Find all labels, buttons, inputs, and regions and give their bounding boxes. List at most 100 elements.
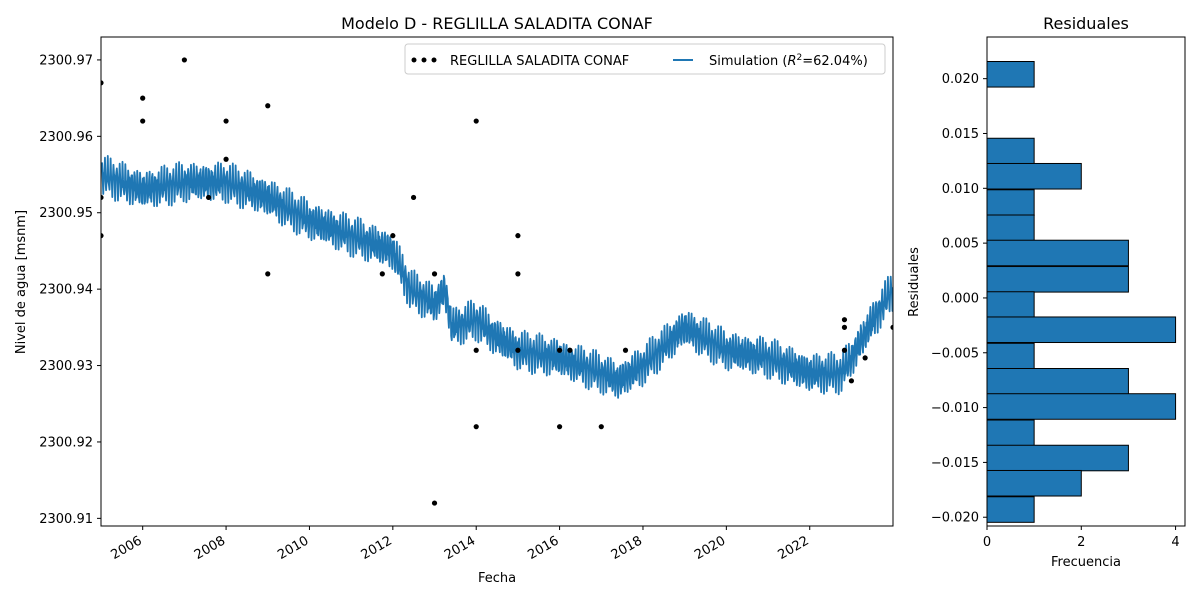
main-x-tick-label: 2008 [192,533,228,563]
main-x-tick-label: 2018 [609,533,645,563]
observed-point [101,194,104,201]
residual-bar [986,239,1129,267]
main-y-axis: 2300.91 2300.92 2300.93 2300.94 2300.95 2300.… [39,53,101,527]
main-x-axis: 2006 2008 2010 2012 2014 2016 2018 2020 2022 [109,526,812,563]
main-y-tick-label: 2300.92 [39,435,93,450]
residual-bar [986,419,1035,447]
residuals-chart: Residuales 0.020 0.015 0.010 0.005 0.000 −0.0… [907,14,1186,570]
observed-point [841,324,848,330]
observed-point [556,424,563,430]
residuals-x-tick-label: 0 [983,535,991,550]
legend-simulation-prefix: Simulation ( [709,54,787,69]
residuals-y-tick-label: −0.010 [931,401,979,416]
observed-point [841,347,848,353]
observed-point [890,324,893,330]
residuals-y-axis: 0.020 0.015 0.010 0.005 0.000 −0.005 −0.010 −0.… [931,72,987,526]
observed-point [862,355,868,361]
main-x-tick-label: 2022 [776,533,812,563]
residual-bar [986,214,1035,242]
residual-bar [986,316,1177,344]
legend-box [404,43,886,75]
observed-point [515,271,521,277]
residuals-y-axis-label: Residuales [907,247,922,317]
observed-point [379,271,385,277]
residual-bar [986,393,1177,420]
legend-simulation-suffix: =62.04%) [802,54,868,69]
legend-observed-label: REGLILLA SALADITA CONAF [450,54,629,69]
simulation-series [101,154,893,399]
observed-point [848,378,855,384]
main-x-tick-label: 2014 [442,533,478,563]
simulation-line [101,154,893,399]
residual-bar [986,266,1129,293]
main-y-tick-label: 2300.96 [39,130,93,145]
observed-point [410,194,417,201]
main-y-tick-label: 2300.94 [39,283,93,298]
observed-point [567,347,573,353]
residuals-y-tick-label: 0.010 [942,182,979,197]
residuals-x-tick-label: 2 [1077,535,1085,550]
main-y-tick-label: 2300.95 [39,206,93,221]
observed-point [205,194,212,201]
residuals-x-axis: 0 2 4 [983,526,1180,550]
observed-point [622,347,629,353]
observed-point [473,424,479,430]
observed-point [101,233,104,239]
residual-bar [986,137,1035,165]
observed-point [598,424,604,430]
observed-point [515,233,521,239]
observed-point [265,271,271,277]
residuals-y-tick-label: −0.005 [931,346,979,361]
main-plot-area [101,57,893,506]
residual-bar [986,189,1035,216]
main-x-axis-label: Fecha [478,571,516,586]
observed-point [223,118,229,124]
main-y-tick-label: 2300.91 [39,512,93,527]
observed-point [390,233,396,239]
observed-point [515,347,521,353]
residuals-x-tick-label: 4 [1171,535,1179,550]
main-x-tick-label: 2012 [359,533,395,563]
residuals-x-axis-label: Frecuencia [1051,555,1121,570]
residuals-y-tick-label: −0.020 [931,511,979,526]
main-y-tick-label: 2300.93 [39,359,93,374]
observed-point [556,347,563,353]
residuals-plot-frame [986,36,1186,527]
residuals-y-tick-label: 0.020 [942,72,979,87]
residuals-chart-title: Residuales [1043,14,1129,33]
main-x-tick-label: 2016 [525,533,561,563]
main-y-tick-label: 2300.97 [39,53,93,68]
main-chart: Modelo D - REGLILLA SALADITA CONAF 2300.… [14,14,894,586]
residuals-y-tick-label: 0.015 [942,127,979,142]
residual-bar [986,469,1082,497]
legend-simulation-r: R [787,54,796,69]
observed-point [431,271,438,277]
observed-point [473,118,479,124]
legend-simulation-exponent: 2 [797,53,803,63]
residual-bar [986,444,1129,472]
residuals-y-tick-label: 0.000 [942,291,979,306]
observed-point [140,118,146,124]
observed-point [841,317,848,323]
residual-bar [986,291,1035,318]
residuals-bars [986,61,1177,523]
main-x-tick-label: 2006 [109,533,145,563]
observed-point [431,500,438,506]
residual-bar [986,342,1035,370]
main-y-axis-label: Nivel de agua [msnm] [14,210,29,354]
observed-point [473,347,479,353]
observed-point [140,95,146,101]
observed-series [101,57,893,506]
main-plot-frame [100,36,894,527]
legend-simulation-label: Simulation (R2=62.04%) [709,53,868,69]
residual-bar [986,162,1082,190]
observed-point [181,57,187,63]
residual-bar [986,61,1035,88]
main-x-tick-label: 2020 [692,533,728,563]
residuals-y-tick-label: −0.015 [931,456,979,471]
residuals-y-tick-label: 0.005 [942,237,979,252]
residual-bar [986,368,1129,395]
residual-bar [986,496,1035,523]
observed-point [101,80,104,86]
